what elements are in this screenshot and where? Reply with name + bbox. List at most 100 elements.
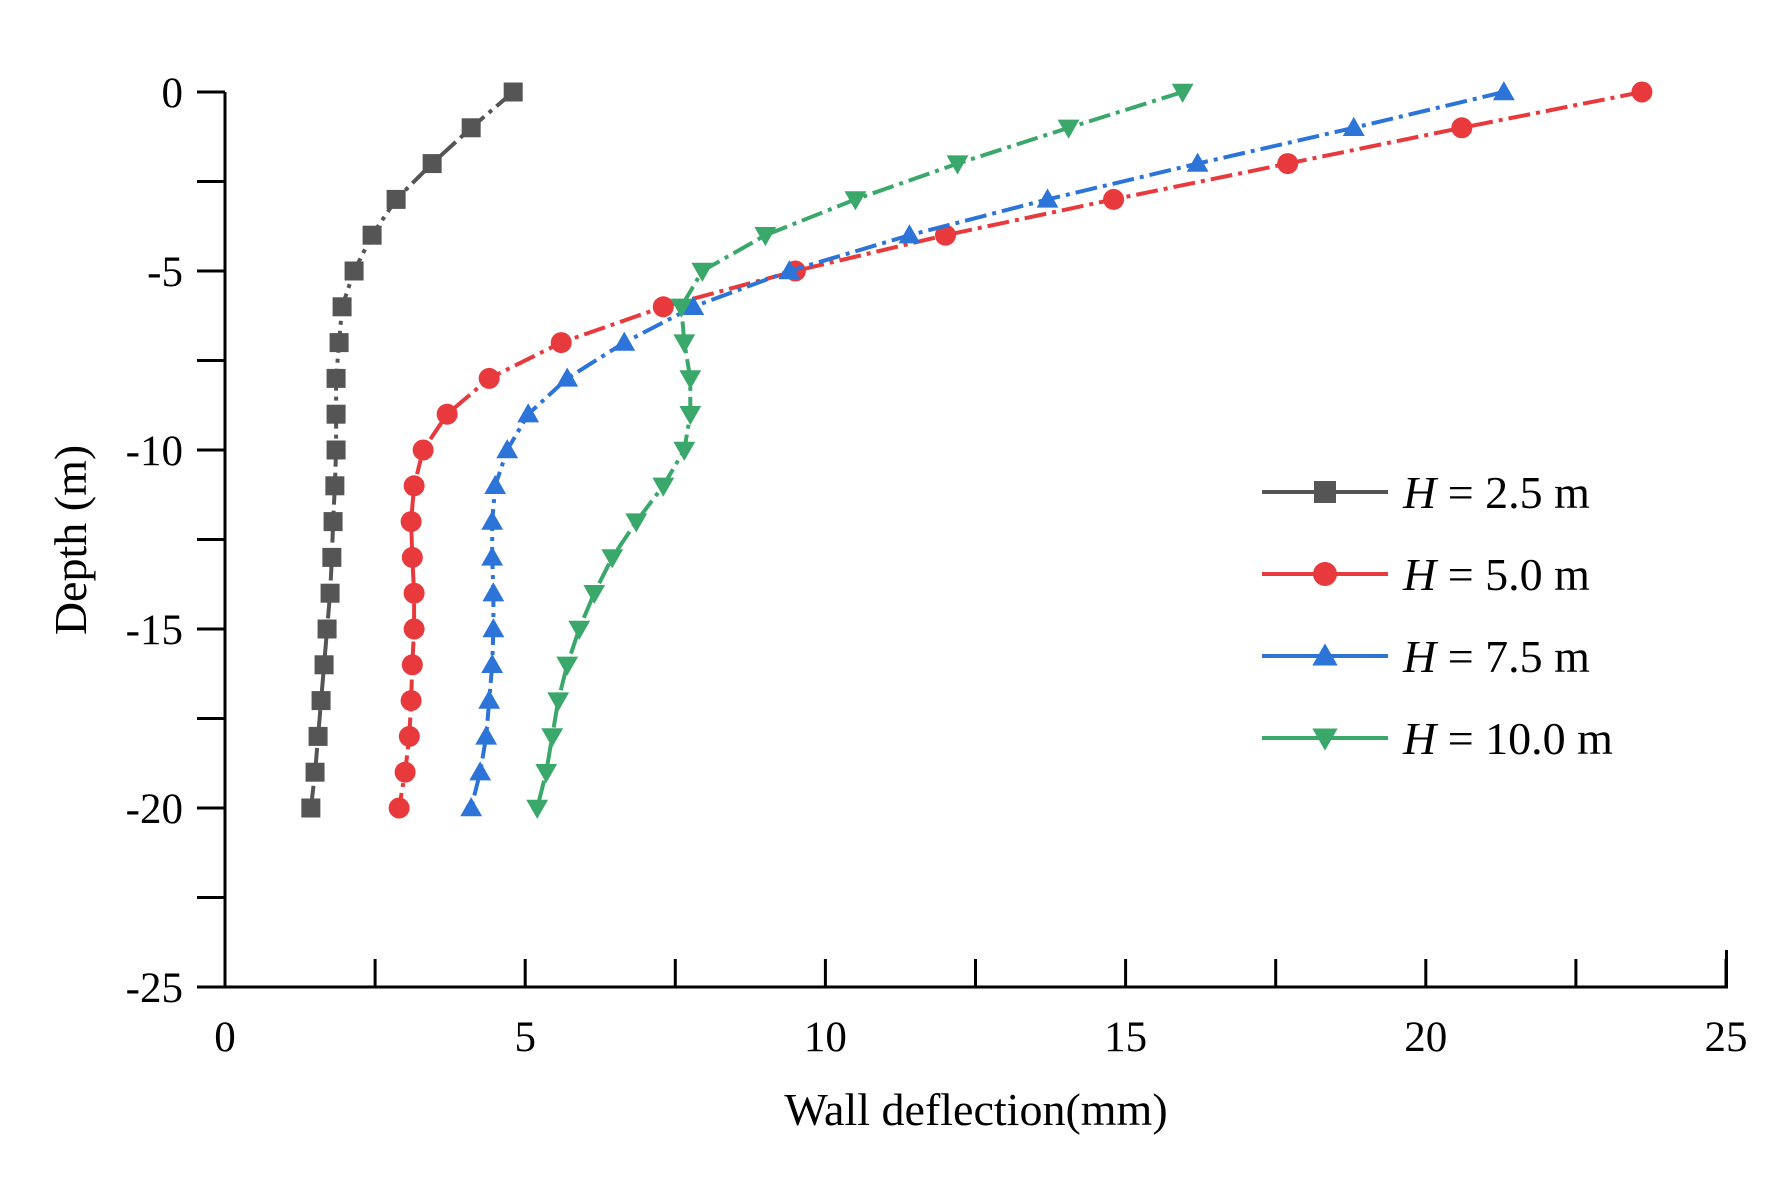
data-point (478, 689, 501, 709)
axes-layer (223, 92, 1728, 989)
x-axis-label: Wall deflection(mm) (784, 1084, 1167, 1135)
x-tick-label: 10 (804, 1014, 847, 1061)
data-point (325, 476, 345, 496)
data-point (1631, 81, 1653, 103)
data-point (754, 227, 777, 247)
data-point (652, 296, 674, 318)
data-point (613, 331, 636, 351)
legend-label: H = 10.0 m (1402, 713, 1613, 764)
data-point (400, 690, 422, 712)
x-tick-label: 20 (1404, 1014, 1447, 1061)
data-point (400, 511, 422, 533)
data-point (322, 547, 342, 567)
data-point (1492, 81, 1515, 101)
data-point (469, 761, 492, 781)
data-point (475, 725, 498, 745)
data-point (326, 368, 346, 388)
data-point (547, 692, 570, 712)
data-point (625, 513, 648, 533)
data-point (1171, 83, 1194, 103)
legend: H = 2.5 m H = 5.0 m H = 7.5 m H = 10.0 m (1262, 467, 1613, 764)
data-point (679, 370, 702, 390)
legend-marker (1314, 481, 1336, 503)
data-point (394, 761, 416, 783)
data-point (436, 403, 458, 425)
data-point (484, 474, 507, 494)
y-tick-label: -5 (147, 249, 183, 296)
x-tick-label: 5 (514, 1014, 536, 1061)
data-point (583, 585, 606, 605)
data-point (386, 189, 406, 209)
legend-label: H = 7.5 m (1402, 631, 1590, 682)
data-point (482, 618, 505, 638)
data-point (460, 797, 483, 817)
data-point (898, 224, 921, 244)
data-point (344, 261, 364, 281)
legend-label: H = 5.0 m (1402, 549, 1590, 600)
series-2 (388, 81, 1653, 819)
data-point (679, 406, 702, 426)
data-point (1451, 117, 1473, 139)
data-point (496, 439, 519, 459)
data-point (362, 225, 382, 245)
data-point (317, 619, 337, 639)
series-1 (301, 82, 523, 818)
data-point (673, 441, 696, 461)
data-point (301, 798, 321, 818)
data-point (503, 82, 523, 102)
data-point (311, 691, 331, 711)
data-point (403, 582, 425, 604)
data-point (934, 224, 956, 246)
x-tick-label: 25 (1705, 1014, 1748, 1061)
data-point (1277, 153, 1299, 175)
data-point (403, 618, 425, 640)
data-point (682, 295, 705, 315)
data-point (326, 440, 346, 460)
data-point (526, 799, 549, 819)
legend-item: H = 10.0 m (1262, 713, 1613, 764)
data-point (1057, 119, 1080, 139)
legend-item: H = 2.5 m (1262, 467, 1590, 518)
data-point (556, 656, 579, 676)
data-point (314, 655, 334, 675)
series-3 (460, 81, 1515, 817)
legend-label: H = 2.5 m (1402, 467, 1590, 518)
y-tick-label: -20 (126, 786, 183, 833)
data-point (320, 583, 340, 603)
data-point (691, 262, 714, 282)
data-point (401, 546, 423, 568)
data-point (329, 333, 349, 353)
series-line (469, 90, 1505, 809)
data-point (673, 334, 696, 354)
data-point (1036, 188, 1059, 208)
data-point (412, 439, 434, 461)
legend-marker (1312, 643, 1338, 666)
data-point (482, 582, 505, 602)
legend-item: H = 5.0 m (1262, 549, 1590, 600)
data-point (305, 762, 325, 782)
data-point (670, 298, 693, 318)
data-point (601, 549, 624, 569)
data-point (652, 477, 675, 497)
x-tick-label: 0 (214, 1014, 236, 1061)
data-point (778, 260, 801, 280)
data-point (535, 764, 558, 784)
data-point (481, 546, 504, 566)
series-4 (526, 83, 1194, 819)
data-point (401, 654, 423, 676)
data-point (556, 367, 579, 387)
y-tick-label: -25 (126, 965, 183, 1012)
y-tick-label: -10 (126, 428, 183, 475)
data-point (308, 726, 328, 746)
data-point (478, 367, 500, 389)
data-point (388, 797, 410, 819)
data-point (568, 620, 591, 640)
data-point (1103, 188, 1125, 210)
data-point (517, 403, 540, 423)
data-point (403, 475, 425, 497)
y-axis-label: Depth (m) (45, 445, 96, 635)
data-point (946, 155, 969, 175)
data-point (1186, 152, 1209, 172)
data-point (541, 728, 564, 748)
